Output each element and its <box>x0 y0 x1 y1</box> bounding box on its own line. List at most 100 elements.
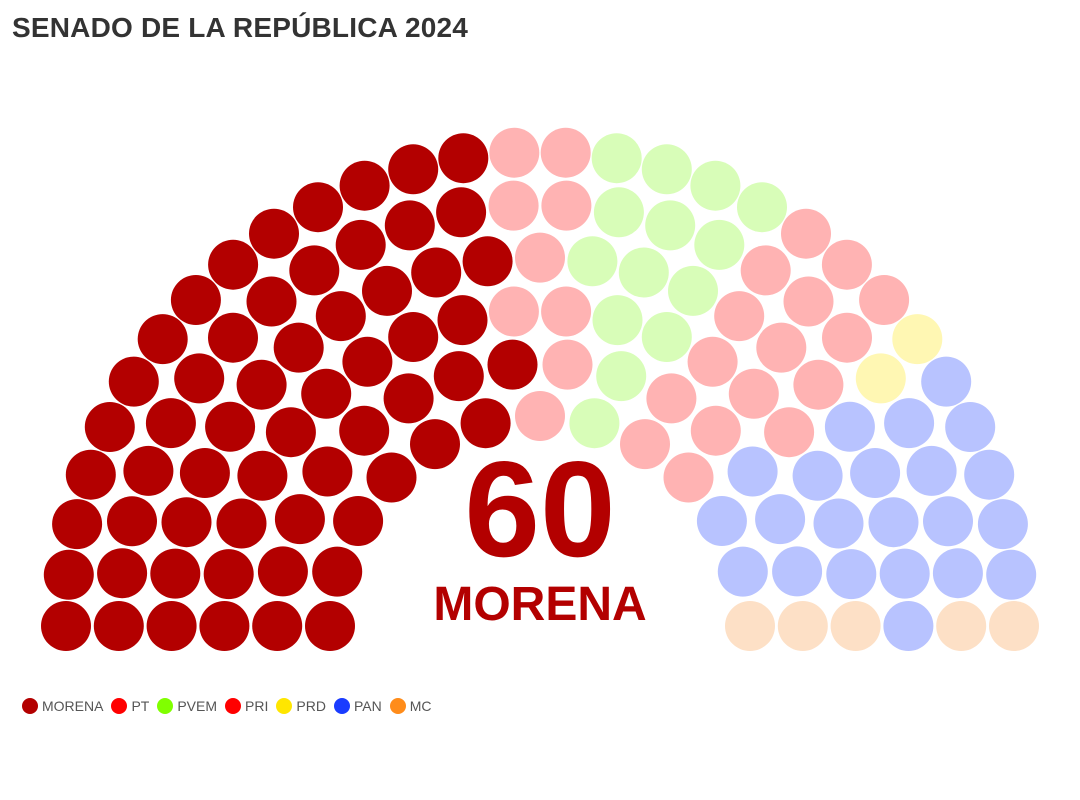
seat-pt[interactable] <box>541 286 592 337</box>
seat-morena[interactable] <box>410 419 460 470</box>
legend-item-prd[interactable]: PRD <box>276 698 326 714</box>
seat-pvem[interactable] <box>690 160 741 211</box>
seat-pri[interactable] <box>646 373 697 424</box>
seat-pan[interactable] <box>868 497 919 548</box>
seat-pan[interactable] <box>906 445 957 496</box>
seat-pvem[interactable] <box>737 182 787 233</box>
seat-mc[interactable] <box>936 601 987 651</box>
seat-morena[interactable] <box>265 407 316 458</box>
seat-pri[interactable] <box>728 368 779 419</box>
seat-morena[interactable] <box>107 496 157 547</box>
seat-pan[interactable] <box>945 402 996 452</box>
seat-pt[interactable] <box>489 127 540 178</box>
seat-morena[interactable] <box>146 601 197 651</box>
seat-morena[interactable] <box>43 549 94 600</box>
legend-item-mc[interactable]: MC <box>389 698 431 714</box>
seat-pan[interactable] <box>884 398 935 449</box>
seat-pan[interactable] <box>977 499 1028 550</box>
seat-pan[interactable] <box>879 548 930 599</box>
legend-item-pan[interactable]: PAN <box>333 698 382 714</box>
seat-morena[interactable] <box>108 356 159 407</box>
seat-morena[interactable] <box>438 133 489 184</box>
legend-item-pt[interactable]: PT <box>111 698 149 714</box>
seat-prd[interactable] <box>892 314 943 365</box>
seat-pvem[interactable] <box>641 144 692 195</box>
seat-pvem[interactable] <box>591 133 642 184</box>
seat-morena[interactable] <box>342 336 393 387</box>
seat-morena[interactable] <box>252 601 303 651</box>
seat-pvem[interactable] <box>569 398 620 449</box>
seat-pan[interactable] <box>850 448 901 498</box>
seat-pt[interactable] <box>540 127 591 178</box>
seat-pri[interactable] <box>764 407 815 458</box>
seat-morena[interactable] <box>41 601 91 651</box>
seat-morena[interactable] <box>236 359 287 410</box>
seat-morena[interactable] <box>170 275 221 325</box>
seat-pan[interactable] <box>755 494 806 545</box>
seat-morena[interactable] <box>462 236 513 287</box>
seat-morena[interactable] <box>273 322 324 373</box>
seat-pri[interactable] <box>821 239 872 290</box>
seat-morena[interactable] <box>437 295 488 346</box>
seat-pri[interactable] <box>620 419 670 470</box>
seat-pri[interactable] <box>690 405 741 456</box>
seat-pan[interactable] <box>826 549 877 600</box>
seat-morena[interactable] <box>333 496 384 546</box>
seat-pri[interactable] <box>687 336 738 387</box>
seat-morena[interactable] <box>249 208 299 259</box>
seat-morena[interactable] <box>366 452 417 503</box>
legend-item-pvem[interactable]: PVEM <box>157 698 217 714</box>
seat-pvem[interactable] <box>596 351 647 402</box>
seat-morena[interactable] <box>123 445 174 496</box>
seat-morena[interactable] <box>388 144 439 195</box>
seat-morena[interactable] <box>208 312 258 363</box>
seat-mc[interactable] <box>777 601 828 651</box>
seat-pan[interactable] <box>772 546 823 597</box>
seat-morena[interactable] <box>179 448 230 498</box>
seat-pan[interactable] <box>727 446 778 497</box>
seat-morena[interactable] <box>150 548 201 599</box>
seat-morena[interactable] <box>411 247 462 298</box>
seat-morena[interactable] <box>312 546 363 597</box>
seat-pri[interactable] <box>859 275 910 325</box>
seat-pri[interactable] <box>793 359 844 410</box>
seat-morena[interactable] <box>199 601 250 651</box>
seat-pan[interactable] <box>964 449 1015 500</box>
seat-morena[interactable] <box>383 373 434 424</box>
seat-morena[interactable] <box>315 291 366 342</box>
seat-morena[interactable] <box>65 449 116 500</box>
seat-morena[interactable] <box>339 160 390 211</box>
seat-pri[interactable] <box>740 245 791 296</box>
seat-pt[interactable] <box>515 232 565 283</box>
seat-pan[interactable] <box>883 601 934 651</box>
seat-pan[interactable] <box>986 549 1037 600</box>
seat-morena[interactable] <box>274 494 325 545</box>
seat-pvem[interactable] <box>618 247 669 298</box>
seat-morena[interactable] <box>203 549 254 600</box>
seat-pri[interactable] <box>783 276 834 327</box>
seat-pan[interactable] <box>932 548 983 599</box>
seat-pvem[interactable] <box>592 295 643 346</box>
seat-pri[interactable] <box>822 312 872 363</box>
seat-pt[interactable] <box>488 180 539 231</box>
seat-pt[interactable] <box>542 339 593 390</box>
seat-pvem[interactable] <box>641 312 692 362</box>
seat-morena[interactable] <box>293 182 343 233</box>
seat-morena[interactable] <box>237 450 288 501</box>
seat-morena[interactable] <box>460 398 511 449</box>
seat-pvem[interactable] <box>645 200 696 251</box>
seat-pri[interactable] <box>663 452 714 503</box>
seat-pvem[interactable] <box>668 265 718 316</box>
seat-morena[interactable] <box>301 368 352 419</box>
seat-morena[interactable] <box>257 546 308 597</box>
seat-mc[interactable] <box>830 601 881 651</box>
seat-morena[interactable] <box>137 314 188 365</box>
seat-pt[interactable] <box>515 391 565 441</box>
seat-mc[interactable] <box>989 601 1039 651</box>
seat-morena[interactable] <box>161 497 212 548</box>
seat-morena[interactable] <box>174 353 225 404</box>
seat-pt[interactable] <box>541 180 592 231</box>
seat-morena[interactable] <box>84 402 135 452</box>
seat-morena[interactable] <box>339 405 390 456</box>
seat-morena[interactable] <box>93 601 144 651</box>
